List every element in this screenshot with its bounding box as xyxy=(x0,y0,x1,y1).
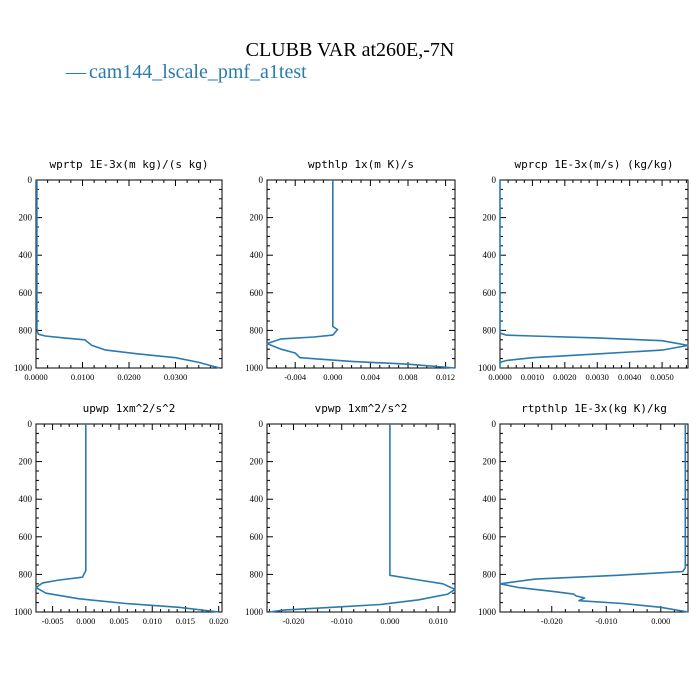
series-line xyxy=(269,424,456,613)
x-tick-label: 0.0020 xyxy=(553,372,576,382)
y-tick-label: 400 xyxy=(483,494,497,504)
y-tick-label: 200 xyxy=(483,457,497,467)
x-tick-label: 0.008 xyxy=(398,372,417,382)
x-tick-label: 0.0000 xyxy=(24,372,47,382)
x-tick-label: -0.005 xyxy=(42,616,64,626)
y-tick-label: 200 xyxy=(19,457,33,467)
y-tick-label: 1000 xyxy=(245,607,264,617)
panel-title: wprtp 1E-3x(m kg)/(s kg) xyxy=(50,158,209,171)
y-tick-label: 400 xyxy=(19,250,33,260)
axes-frame xyxy=(35,423,223,613)
y-tick-label: 800 xyxy=(483,569,497,579)
chart-panel: upwp 1xm^2/s^2 0 200 400 600 800 1000 -0.005 0.0… xyxy=(14,402,228,626)
series-line xyxy=(266,180,456,369)
y-tick-label: 0 xyxy=(492,419,497,429)
y-tick-label: 600 xyxy=(483,532,497,542)
y-tick-label: 200 xyxy=(250,457,264,467)
y-tick-label: 200 xyxy=(483,213,497,223)
y-tick-label: 1000 xyxy=(245,363,264,373)
x-tick-label: 0.0010 xyxy=(521,372,544,382)
y-tick-label: 800 xyxy=(19,325,33,335)
x-tick-label: 0.000 xyxy=(380,616,399,626)
axes-frame xyxy=(35,179,223,369)
panel-title: rtpthlp 1E-3x(kg K)/kg xyxy=(521,402,667,415)
y-tick-label: 0 xyxy=(259,419,264,429)
axes-frame xyxy=(266,423,456,613)
y-tick-label: 1000 xyxy=(478,607,497,617)
x-tick-label: 0.0100 xyxy=(71,372,94,382)
chart-panel: vpwp 1xm^2/s^2 0 200 400 600 800 1000 -0.020 -0.… xyxy=(245,402,456,626)
y-tick-label: 0 xyxy=(492,175,497,185)
x-tick-label: 0.0000 xyxy=(488,372,511,382)
panel-title: wpthlp 1x(m K)/s xyxy=(308,158,414,171)
series-line xyxy=(36,180,220,369)
y-tick-label: 0 xyxy=(259,175,264,185)
x-tick-label: -0.020 xyxy=(283,616,305,626)
x-tick-label: 0.004 xyxy=(361,372,381,382)
y-tick-label: 1000 xyxy=(14,607,33,617)
panel-title: upwp 1xm^2/s^2 xyxy=(83,402,176,415)
y-tick-label: 600 xyxy=(250,288,264,298)
figure-title: CLUBB VAR at260E,-7N xyxy=(246,39,455,61)
x-tick-label: 0.0200 xyxy=(117,372,140,382)
y-tick-label: 800 xyxy=(483,325,497,335)
x-tick-label: 0.012 xyxy=(436,372,455,382)
y-tick-label: 600 xyxy=(250,532,264,542)
legend-label: cam144_lscale_pmf_a1test xyxy=(89,61,307,83)
y-tick-label: 1000 xyxy=(478,363,497,373)
y-tick-label: 800 xyxy=(19,569,33,579)
y-tick-label: 0 xyxy=(28,175,33,185)
x-tick-label: 0.000 xyxy=(76,616,95,626)
y-tick-label: 1000 xyxy=(14,363,33,373)
x-tick-label: -0.004 xyxy=(284,372,307,382)
x-tick-label: 0.0030 xyxy=(586,372,609,382)
x-tick-label: 0.010 xyxy=(143,616,162,626)
series-line xyxy=(499,424,689,613)
y-tick-label: 200 xyxy=(250,213,264,223)
x-tick-label: 0.0050 xyxy=(650,372,673,382)
x-tick-label: 0.015 xyxy=(176,616,195,626)
chart-panel: wprcp 1E-3x(m/s) (kg/kg) 0 200 400 600 800 100… xyxy=(478,158,689,382)
x-tick-label: -0.010 xyxy=(595,616,617,626)
y-tick-label: 800 xyxy=(250,569,264,579)
axes-frame xyxy=(499,423,689,613)
chart-panel: wprtp 1E-3x(m kg)/(s kg) 0 200 400 600 800 100… xyxy=(14,158,223,382)
panel-title: wprcp 1E-3x(m/s) (kg/kg) xyxy=(515,158,674,171)
x-tick-label: 0.0300 xyxy=(164,372,187,382)
legend-line-icon: — xyxy=(65,61,87,83)
x-tick-label: -0.010 xyxy=(331,616,353,626)
y-tick-label: 200 xyxy=(19,213,33,223)
y-tick-label: 600 xyxy=(483,288,497,298)
x-tick-label: 0.005 xyxy=(109,616,128,626)
y-tick-label: 0 xyxy=(28,419,33,429)
x-tick-label: 0.000 xyxy=(651,616,670,626)
y-tick-label: 800 xyxy=(250,325,264,335)
chart-panel: wpthlp 1x(m K)/s 0 200 400 600 800 1000 -0.004 0… xyxy=(245,158,456,382)
y-tick-label: 400 xyxy=(250,494,264,504)
series-line xyxy=(35,424,219,613)
x-tick-label: 0.000 xyxy=(323,372,342,382)
chart-panel: rtpthlp 1E-3x(kg K)/kg 0 200 400 600 800 1000 -… xyxy=(478,402,689,626)
panel-grid: wprtp 1E-3x(m kg)/(s kg) 0 200 400 600 800 100… xyxy=(14,158,689,626)
x-tick-label: 0.020 xyxy=(209,616,228,626)
y-tick-label: 400 xyxy=(250,250,264,260)
y-tick-label: 400 xyxy=(483,250,497,260)
axes-frame xyxy=(499,179,689,369)
y-tick-label: 600 xyxy=(19,532,33,542)
y-tick-label: 400 xyxy=(19,494,33,504)
x-tick-label: 0.010 xyxy=(429,616,448,626)
axes-frame xyxy=(266,179,456,369)
panel-title: vpwp 1xm^2/s^2 xyxy=(315,402,408,415)
y-tick-label: 600 xyxy=(19,288,33,298)
x-tick-label: -0.020 xyxy=(541,616,563,626)
x-tick-label: 0.0040 xyxy=(618,372,641,382)
series-line xyxy=(499,180,689,368)
